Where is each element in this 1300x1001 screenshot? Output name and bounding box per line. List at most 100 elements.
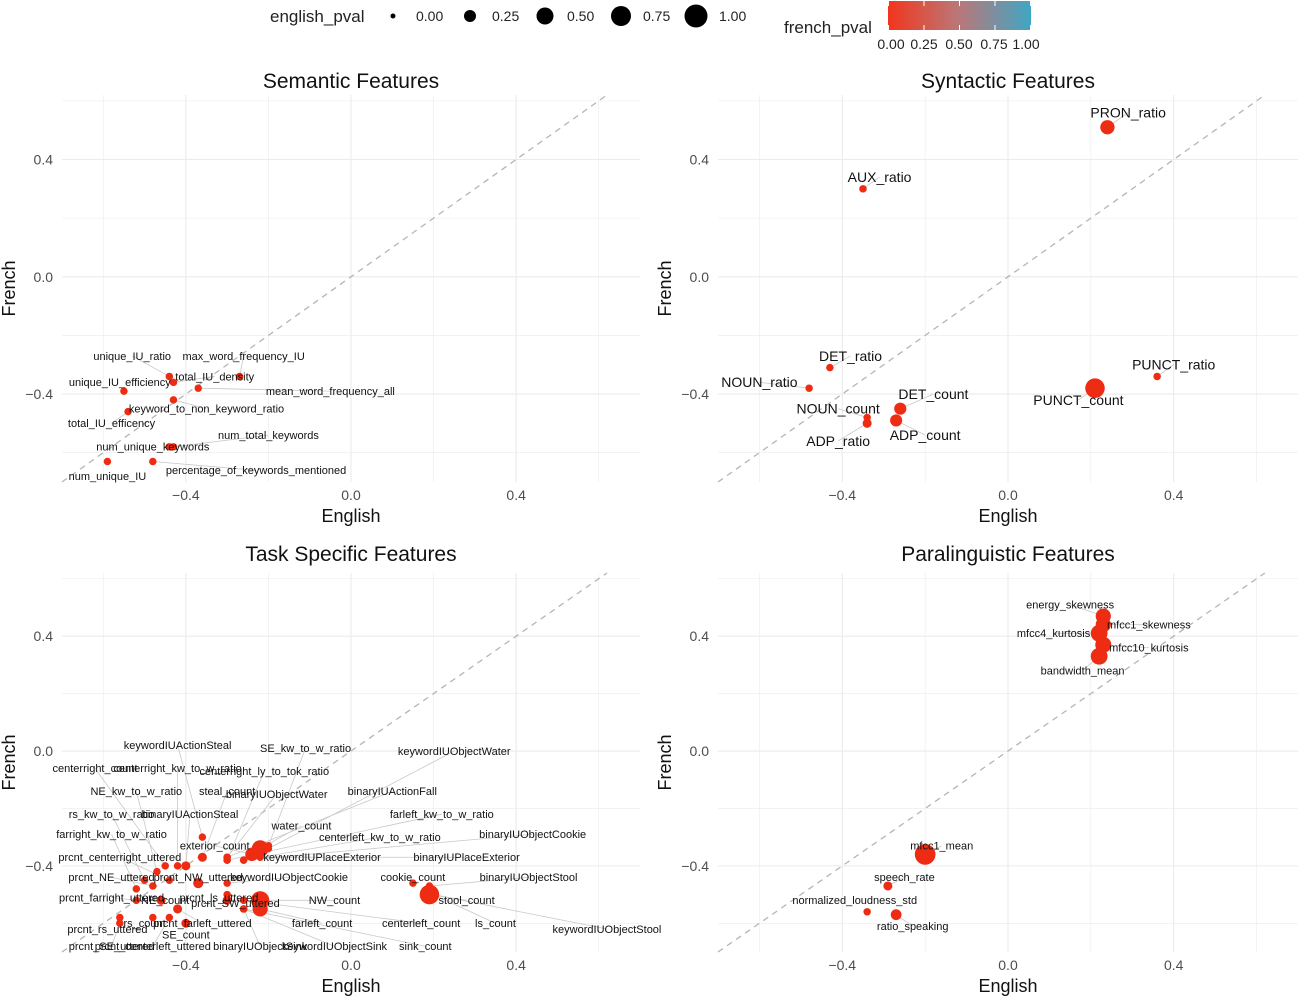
panel-title: Paralinguistic Features	[901, 543, 1115, 566]
x-tick-label: 0.4	[1164, 957, 1184, 973]
x-tick-label: −0.4	[828, 487, 856, 503]
leader-line-centerleft-count	[243, 899, 422, 924]
leader-line-keywordiuactionsteal	[177, 745, 203, 838]
size-legend-key-0: 0.00	[390, 8, 443, 24]
size-legend-dot-3	[611, 6, 631, 26]
point-farleft-count	[252, 901, 268, 917]
label-centerright-kw-to-w-ratio: centerright_kw_to_w_ratio	[113, 763, 241, 775]
label-keywordiuplaceexterior: keywordIUPlaceExterior	[263, 852, 381, 864]
color-legend-label-3: 0.75	[980, 36, 1007, 52]
label-farright-kw-to-w-ratio: farright_kw_to_w_ratio	[56, 829, 167, 841]
label-centerright-ly-to-tok-ratio: centerright_ly_to_tok_ratio	[199, 766, 329, 778]
label-noun-count: NOUN_count	[797, 401, 880, 417]
label-punct-count: PUNCT_count	[1033, 392, 1123, 408]
panel-title: Syntactic Features	[921, 70, 1095, 93]
label-total-iu-density: total_IU_density	[175, 371, 254, 383]
label-speech-rate: speech_rate	[874, 872, 935, 884]
point-ne-kw-to-w-ratio	[153, 867, 161, 876]
point-num-unique-keywords	[165, 443, 174, 451]
label-prcnt-farleft-uttered: prcnt_farleft_uttered	[153, 918, 251, 930]
grid	[718, 573, 1298, 952]
point-det-ratio	[826, 363, 834, 372]
point-farleft-kw-to-w-ratio	[223, 856, 231, 864]
leader-line-prcnt-se-uttered	[111, 923, 121, 947]
label-binaryiuactionsteal: binaryIUActionSteal	[142, 809, 239, 821]
y-tick-label: −0.4	[681, 386, 709, 402]
point-noun-ratio	[805, 384, 813, 392]
label-prcnt-farright-uttered: prcnt_farright_uttered	[59, 892, 164, 904]
point-num-unique-iu	[103, 457, 112, 466]
leader-line-prcnt-ne-uttered	[111, 876, 153, 887]
x-tick-label: 0.4	[506, 487, 526, 503]
x-tick-label: −0.4	[172, 957, 200, 973]
point-speech-rate	[883, 881, 893, 891]
label-ne-kw-to-w-ratio: NE_kw_to_w_ratio	[90, 786, 182, 798]
x-axis-label: English	[321, 976, 380, 996]
leader-line-farright-kw-to-w-ratio	[111, 834, 137, 889]
point-binaryiuobjectstool	[425, 882, 434, 890]
panel-title: Semantic Features	[263, 70, 439, 93]
size-legend: english_pval 0.00 0.25 0.50 0.75 1.00	[270, 4, 746, 28]
label-prcnt-rs-uttered: prcnt_rs_uttered	[67, 924, 147, 936]
size-legend-label-0: 0.00	[416, 8, 443, 24]
label-keywordiuactionsteal: keywordIUActionSteal	[124, 740, 232, 752]
label-keywordiuobjectwater: keywordIUObjectWater	[398, 746, 511, 758]
x-tick-label: 0.0	[341, 487, 361, 503]
point-labels: keywordIUActionSteal SE_kw_to_w_ratio keyw…	[53, 740, 662, 953]
points	[863, 608, 1112, 921]
label-prcnt-se-uttered: prcnt_SE_uttered	[69, 941, 155, 953]
point-total-iu-density	[169, 378, 178, 387]
point-pron-ratio	[1100, 120, 1115, 135]
color-legend-label-2: 0.50	[945, 36, 972, 52]
label-mean-word-frequency-all: mean_word_frequency_all	[266, 386, 395, 398]
size-legend-dot-0	[390, 13, 396, 19]
label-total-iu-efficency: total_IU_efficency	[68, 418, 156, 430]
point-ratio-speaking	[890, 909, 902, 921]
leader-line-det-ratio	[829, 355, 851, 369]
leader-line-keywordiuobjectcookie	[227, 876, 290, 884]
grid	[62, 95, 640, 482]
label-prcnt-centerright-uttered: prcnt_centerright_uttered	[58, 852, 181, 864]
label-noun-ratio: NOUN_ratio	[721, 374, 797, 390]
label-stool-count: stool_count	[438, 895, 494, 907]
point-prcnt-ne-uttered	[149, 882, 157, 890]
panel-syntactic: Syntactic Features −0.4 0.0 0.4 0.4 0.0 −0.4 En…	[655, 70, 1298, 526]
size-legend-label-2: 0.50	[567, 8, 594, 24]
point-prcnt-farleft-uttered	[173, 904, 183, 914]
x-tick-label: 0.4	[1164, 487, 1184, 503]
y-tick-label: −0.4	[25, 858, 53, 874]
point-punct-ratio	[1153, 372, 1161, 381]
point-unique-iu-ratio	[165, 372, 174, 381]
point-total-iu-efficency	[124, 407, 132, 416]
y-tick-label: −0.4	[681, 858, 709, 874]
point-centerright-kw-to-w-ratio	[173, 862, 182, 870]
label-ratio-speaking: ratio_speaking	[877, 921, 949, 933]
diagonal-reference-line	[61, 94, 608, 483]
point-ne-count	[156, 895, 166, 905]
point-prcnt-sw-uttered	[222, 895, 232, 905]
point-centerright-count	[161, 862, 169, 870]
point-se-count	[181, 918, 191, 928]
leader-line-prcnt-farleft-uttered	[177, 908, 203, 924]
point-binaryiuobjectcookie	[239, 856, 248, 864]
color-legend-label-0: 0.00	[877, 36, 904, 52]
point-binaryiuplaceexterior	[256, 853, 264, 861]
x-tick-label: 0.0	[998, 957, 1018, 973]
label-exterior-count: exterior_count	[180, 841, 250, 853]
y-tick-label: 0.0	[690, 269, 710, 285]
point-noun-count	[863, 413, 871, 422]
point-punct-count	[1085, 378, 1105, 398]
label-aux-ratio: AUX_ratio	[848, 169, 912, 185]
leader-line-rs-kw-to-w-ratio	[111, 814, 145, 881]
y-axis-label: French	[655, 260, 675, 316]
label-normalized-loudness-std: normalized_loudness_std	[792, 895, 917, 907]
label-mfcc10-kurtosis: mfcc10_kurtosis	[1109, 643, 1189, 655]
leader-line-binaryiuobjectstool	[429, 876, 529, 887]
label-mfcc1-mean: mfcc1_mean	[910, 841, 973, 853]
label-num-unique-iu: num_unique_IU	[69, 471, 147, 483]
label-det-count: DET_count	[898, 386, 968, 402]
label-pron-ratio: PRON_ratio	[1090, 104, 1166, 120]
label-rs-count: rs_count	[123, 918, 165, 930]
size-legend-dot-4	[684, 4, 708, 28]
y-axis-label: French	[0, 734, 19, 790]
